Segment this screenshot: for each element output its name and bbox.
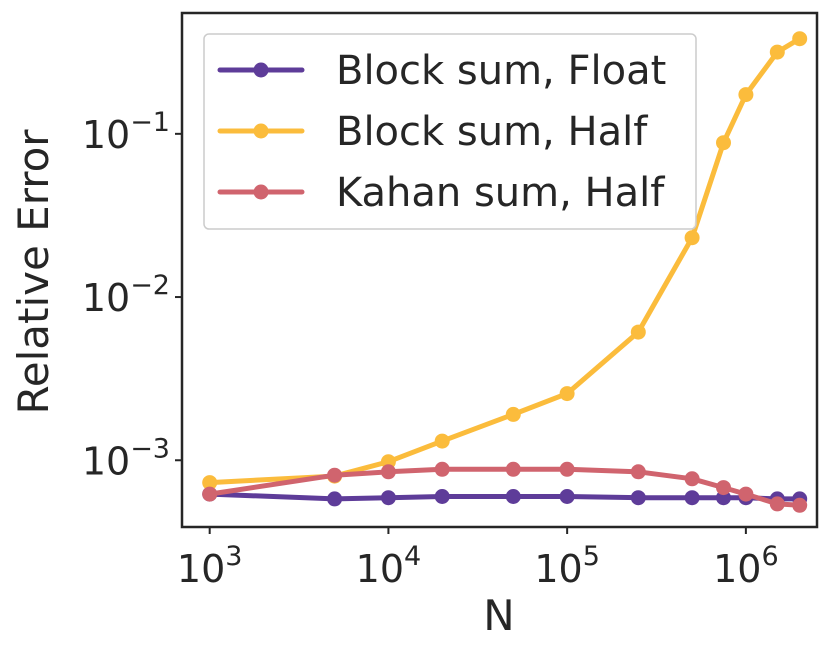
data-point	[505, 489, 521, 504]
data-point	[380, 464, 396, 480]
data-point	[630, 324, 646, 340]
data-point	[738, 486, 754, 502]
x-axis-title: N	[483, 591, 514, 640]
legend-swatch-marker	[253, 123, 269, 139]
data-point	[769, 496, 785, 512]
legend: Block sum, Float Block sum, Half Kahan sum…	[203, 33, 697, 230]
legend-label: Kahan sum, Half	[336, 170, 665, 216]
data-point	[434, 489, 450, 504]
y-tick-label: 10−2	[82, 270, 170, 320]
x-tick-label: 106	[713, 541, 779, 591]
data-point	[792, 31, 808, 47]
x-tick-label: 105	[534, 541, 600, 591]
data-point	[380, 490, 396, 506]
data-point	[505, 406, 521, 422]
x-axis-ticks: 103 104 105 106	[177, 527, 779, 591]
y-tick-label: 10−3	[82, 433, 170, 483]
data-point	[716, 480, 731, 496]
legend-entries: Block sum, Float Block sum, Half Kahan sum…	[217, 48, 666, 216]
data-point	[559, 461, 575, 477]
data-point	[738, 87, 754, 103]
data-point	[327, 491, 343, 507]
data-point	[684, 471, 700, 487]
x-tick-label: 104	[356, 541, 422, 591]
data-point	[327, 467, 343, 483]
legend-label: Block sum, Float	[336, 48, 666, 94]
legend-box	[203, 33, 697, 230]
data-point	[716, 135, 731, 151]
y-tick-label: 10−1	[82, 107, 170, 157]
x-tick-label: 103	[177, 541, 243, 591]
y-axis-ticks: 10−3 10−2 10−1	[82, 107, 182, 483]
data-point	[434, 461, 450, 477]
data-point	[559, 386, 575, 402]
y-axis-title: Relative Error	[9, 129, 58, 415]
data-point	[684, 490, 700, 506]
legend-swatch-marker	[253, 62, 269, 78]
data-point	[792, 497, 808, 513]
data-point	[559, 489, 575, 504]
data-point	[434, 433, 450, 449]
data-point	[630, 464, 646, 480]
data-point	[505, 461, 521, 477]
data-point	[202, 475, 218, 491]
data-point	[684, 230, 700, 246]
data-point	[630, 490, 646, 506]
plot-area	[202, 31, 808, 513]
legend-swatch-marker	[253, 184, 269, 200]
series-line-1	[207, 36, 803, 486]
data-point	[202, 486, 218, 502]
plot-frame	[180, 11, 819, 529]
legend-label: Block sum, Half	[336, 109, 648, 155]
data-point	[769, 44, 785, 60]
